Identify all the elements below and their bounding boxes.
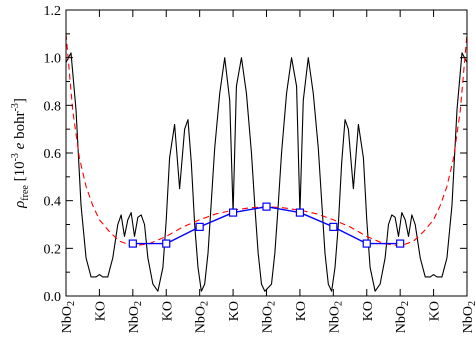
data-point-marker xyxy=(362,239,371,248)
x-tick-label: KO xyxy=(294,301,309,321)
y-tick-label: 1.0 xyxy=(44,52,62,67)
data-point-marker xyxy=(329,222,338,231)
data-point-marker xyxy=(396,239,405,248)
y-tick-label: 0.0 xyxy=(44,290,62,305)
x-tick-label: NbO2 xyxy=(261,301,278,333)
y-axis-label: ρfree [10-3 e bohr-3] xyxy=(10,98,31,209)
x-tick-label: NbO2 xyxy=(327,301,344,333)
series-line-3 xyxy=(132,205,401,245)
x-tick-label: NbO2 xyxy=(461,301,476,333)
y-label-unit-close: ] xyxy=(12,98,28,103)
x-tick-label: KO xyxy=(160,301,175,321)
x-tick-label: KO xyxy=(227,301,242,321)
data-point-marker xyxy=(195,222,204,231)
markers-layer xyxy=(128,202,405,248)
x-tick-label: KO xyxy=(361,301,376,321)
plot-frame xyxy=(65,9,468,297)
data-point-marker xyxy=(262,202,271,211)
y-tick-label: 1.2 xyxy=(44,4,62,19)
y-tick-label: 0.4 xyxy=(44,195,62,210)
x-axis: NbO2 KO NbO2 KO NbO2 KO NbO2 KO NbO2 KO NbO2 KO NbO2 xyxy=(60,10,476,333)
series-line-2 xyxy=(66,33,467,247)
y-label-symbol: ρ xyxy=(12,201,28,209)
y-label-exp1: -3 xyxy=(10,153,21,161)
data-point-marker xyxy=(295,208,305,217)
y-label-subscript: free xyxy=(20,185,31,201)
data-point-marker xyxy=(228,208,238,217)
x-tick-label: NbO2 xyxy=(394,301,411,333)
x-tick-label: NbO2 xyxy=(60,301,77,333)
y-axis: 0.0 0.2 0.4 0.6 0.8 1.0 1.2 xyxy=(44,4,467,305)
x-tick-label: KO xyxy=(428,301,443,321)
y-label-unit-bohr: bohr xyxy=(12,111,28,142)
y-tick-label: 0.2 xyxy=(44,242,62,257)
data-point-marker xyxy=(162,239,171,248)
data-point-marker xyxy=(128,239,137,248)
series-line-1 xyxy=(66,52,467,292)
y-label-unit-e: e xyxy=(12,142,28,153)
y-tick-label: 0.8 xyxy=(44,99,62,114)
series-layer xyxy=(66,33,467,292)
y-label-unit-open: [10 xyxy=(12,161,28,185)
y-label-exp2: -3 xyxy=(10,103,21,111)
x-tick-label: NbO2 xyxy=(194,301,211,333)
x-tick-label: KO xyxy=(93,301,108,321)
x-tick-label: NbO2 xyxy=(127,301,144,333)
y-tick-label: 0.6 xyxy=(44,147,62,162)
